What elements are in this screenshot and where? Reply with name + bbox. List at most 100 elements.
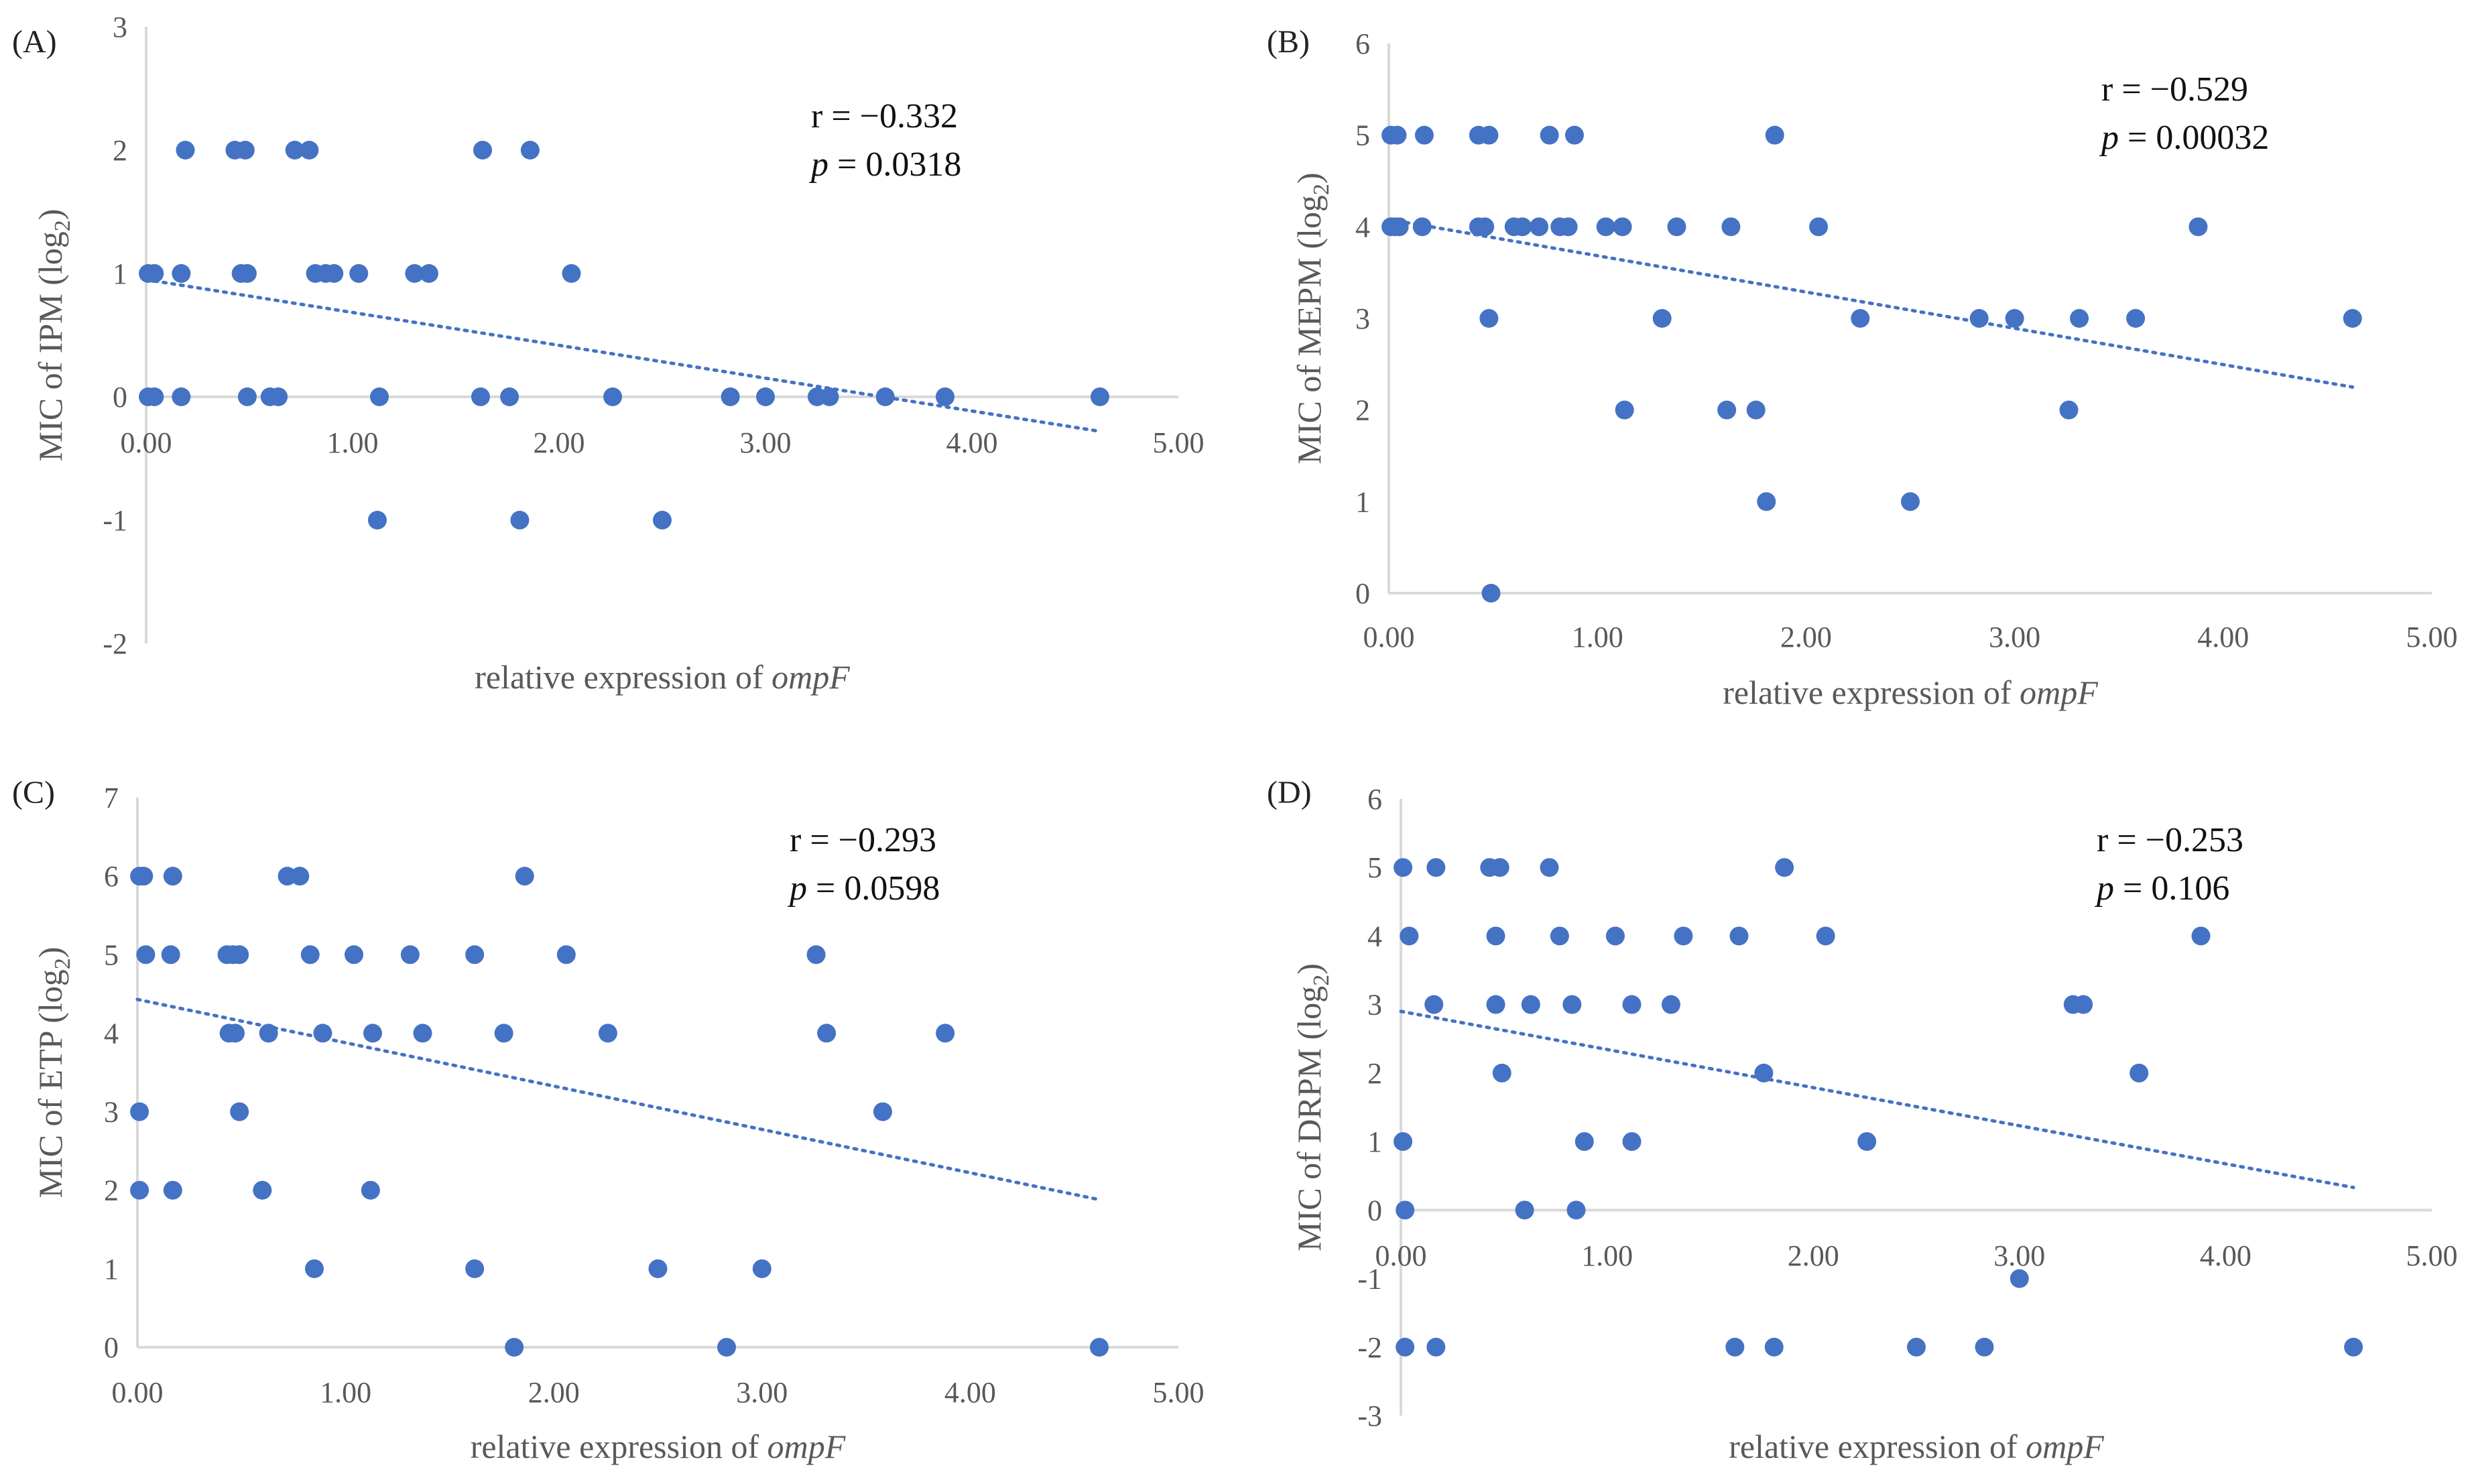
data-point xyxy=(471,387,490,406)
y-axis-title: MIC of ETP (log2) xyxy=(32,947,75,1198)
data-point xyxy=(313,1024,332,1043)
y-tick-label: 2 xyxy=(104,1174,119,1207)
data-point xyxy=(494,1024,513,1043)
data-point xyxy=(259,1024,278,1043)
data-point xyxy=(717,1338,736,1357)
x-tick-label: 4.00 xyxy=(2200,1239,2251,1272)
data-point xyxy=(875,387,895,406)
x-tick-label: 2.00 xyxy=(534,426,585,459)
data-point xyxy=(1479,125,1499,145)
data-point xyxy=(1907,1337,1926,1357)
data-point xyxy=(370,387,389,406)
data-point xyxy=(1975,1337,1994,1357)
data-point xyxy=(1400,926,1419,946)
x-axis-title: relative expression of ompF xyxy=(475,658,850,696)
data-point xyxy=(1851,309,1870,328)
data-point xyxy=(820,387,839,406)
data-point xyxy=(1566,1200,1586,1220)
y-tick-label: 1 xyxy=(104,1253,119,1286)
data-point xyxy=(1530,217,1549,237)
panel-label: (D) xyxy=(1267,775,1312,810)
y-axis-title: MIC of IPM (log2) xyxy=(32,209,75,462)
x-axis-title: relative expression of ompF xyxy=(1729,1428,2104,1465)
data-point xyxy=(1515,1200,1534,1220)
data-point xyxy=(1857,1132,1877,1152)
data-point xyxy=(2344,1337,2363,1357)
y-tick-label: -2 xyxy=(103,627,127,660)
data-point xyxy=(1575,1132,1594,1152)
data-point xyxy=(935,387,954,406)
data-point xyxy=(419,264,438,283)
data-point xyxy=(515,867,534,886)
data-point xyxy=(2070,309,2089,328)
x-tick-label: 3.00 xyxy=(736,1376,788,1409)
data-point xyxy=(253,1180,272,1200)
data-point xyxy=(1492,1063,1511,1083)
data-point xyxy=(1390,217,1409,237)
x-tick-label: 4.00 xyxy=(946,426,998,459)
x-tick-label: 3.00 xyxy=(1993,1239,2045,1272)
x-axis-title: relative expression of ompF xyxy=(471,1428,846,1465)
data-point xyxy=(130,1102,149,1121)
data-point xyxy=(1396,1200,1415,1220)
data-point xyxy=(237,387,257,406)
data-point xyxy=(300,945,320,965)
x-tick-label: 1.00 xyxy=(1572,621,1623,654)
data-point xyxy=(134,867,153,886)
data-point xyxy=(752,1259,772,1278)
data-point xyxy=(145,387,164,406)
data-point xyxy=(2010,1269,2029,1288)
data-point xyxy=(1615,400,1634,420)
data-point xyxy=(2059,400,2079,420)
data-point xyxy=(806,945,826,965)
data-point xyxy=(1414,125,1434,145)
x-tick-label: 0.00 xyxy=(1375,1239,1427,1272)
y-tick-label: 2 xyxy=(113,134,127,167)
data-point xyxy=(2126,309,2146,328)
y-tick-label: 4 xyxy=(1367,920,1382,952)
data-point xyxy=(145,264,164,283)
data-point xyxy=(130,1180,149,1200)
x-tick-label: 4.00 xyxy=(944,1376,996,1409)
data-point xyxy=(2074,995,2093,1014)
data-point xyxy=(1486,995,1505,1014)
y-tick-label: 6 xyxy=(104,860,119,893)
y-tick-label: -1 xyxy=(1357,1263,1382,1296)
data-point xyxy=(176,141,195,160)
x-tick-label: 3.00 xyxy=(1989,621,2040,654)
panel-label: (B) xyxy=(1267,24,1310,60)
x-tick-label: 2.00 xyxy=(1780,621,1832,654)
data-point xyxy=(1481,584,1501,603)
data-point xyxy=(473,141,493,160)
x-tick-label: 5.00 xyxy=(1153,426,1205,459)
y-tick-label: 6 xyxy=(1355,27,1370,60)
x-tick-label: 5.00 xyxy=(2406,1239,2458,1272)
data-point xyxy=(648,1259,668,1278)
y-tick-label: 5 xyxy=(1367,851,1382,884)
data-point xyxy=(367,511,387,530)
data-point xyxy=(603,387,623,406)
data-point xyxy=(230,945,249,965)
data-point xyxy=(1775,858,1794,877)
x-tick-label: 5.00 xyxy=(2406,621,2458,654)
x-tick-label: 1.00 xyxy=(327,426,379,459)
y-tick-label: 3 xyxy=(1367,989,1382,1022)
p-annotation: p = 0.0318 xyxy=(808,145,961,184)
data-point xyxy=(1757,492,1776,511)
y-tick-label: 0 xyxy=(104,1331,119,1364)
data-point xyxy=(817,1024,837,1043)
data-point xyxy=(1765,125,1784,145)
x-tick-label: 1.00 xyxy=(320,1376,371,1409)
data-point xyxy=(405,264,424,283)
data-point xyxy=(1652,309,1672,328)
scatter-panel-b: (B) 0 1 2 3 4 5 6 0.00 1.00 2.00 3.00 4.00 5.00 relati… xyxy=(1267,24,2458,711)
y-tick-label: -3 xyxy=(1357,1400,1382,1432)
x-tick-label: 0.00 xyxy=(121,426,172,459)
data-point xyxy=(349,264,369,283)
data-point xyxy=(163,1180,182,1200)
data-point xyxy=(556,945,576,965)
data-point xyxy=(290,867,310,886)
data-point xyxy=(1721,217,1741,237)
x-tick-label: 4.00 xyxy=(2197,621,2249,654)
x-axis-title: relative expression of ompF xyxy=(1723,674,2098,711)
